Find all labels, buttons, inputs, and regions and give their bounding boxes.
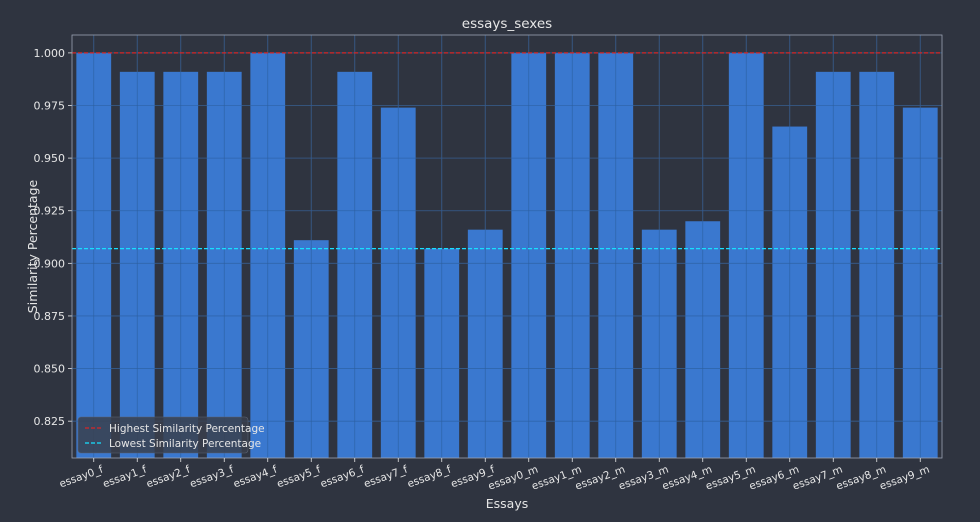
y-tick-label: 0.925 (34, 205, 66, 218)
y-tick-label: 0.950 (34, 152, 66, 165)
x-tick-label: essay8_f (406, 463, 453, 490)
legend-box (77, 416, 249, 454)
y-tick-label: 0.850 (34, 363, 66, 376)
y-tick-label: 0.875 (34, 310, 66, 323)
plot-frame (71, 34, 943, 459)
y-tick-label: 1.000 (34, 47, 66, 60)
x-tick-label: essay0_f (58, 463, 105, 490)
y-tick-label: 0.825 (34, 415, 66, 428)
x-axis-label: Essays (486, 496, 529, 511)
legend-entry: Lowest Similarity Percentage (109, 438, 261, 450)
y-tick-label: 0.900 (34, 257, 66, 270)
x-tick-label: essay7_f (362, 463, 409, 490)
legend: Highest Similarity Percentage Lowest Simi… (77, 416, 265, 454)
y-axis-label: Similarity Percentage (25, 180, 40, 314)
x-tick-label: essay1_f (101, 463, 148, 490)
x-tick-label: essay2_f (145, 463, 192, 490)
x-tick-label: essay3_f (188, 463, 235, 490)
x-tick-label: essay4_f (232, 463, 279, 490)
legend-entry: Highest Similarity Percentage (109, 423, 265, 435)
x-tick-label: essay6_f (319, 463, 366, 490)
plot-area (72, 35, 942, 458)
y-tick-label: 0.975 (34, 100, 66, 113)
x-tick-label: essay5_f (275, 463, 322, 490)
chart-title: essays_sexes (462, 16, 552, 32)
x-tick-label: essay9_m (878, 464, 931, 493)
